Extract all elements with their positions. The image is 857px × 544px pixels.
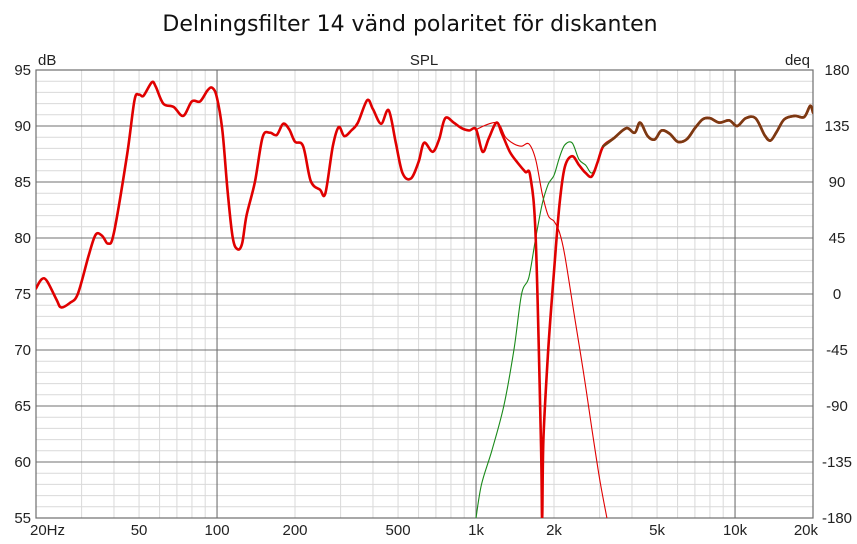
x-tick: 5k xyxy=(649,522,665,539)
y-tick-right: -45 xyxy=(826,342,848,359)
y-unit-left: dB xyxy=(38,52,56,69)
x-tick: 200 xyxy=(282,522,307,539)
y-tick-right: 135 xyxy=(824,118,849,135)
y-tick-right: 90 xyxy=(829,174,846,191)
y-tick-left: 55 xyxy=(14,510,31,527)
y-tick-right: 180 xyxy=(824,62,849,79)
x-tick: 10k xyxy=(723,522,748,539)
plot-border xyxy=(35,69,814,519)
y-tick-right: 45 xyxy=(829,230,846,247)
y-unit-right: deq xyxy=(785,52,810,69)
chart-title: Delningsfilter 14 vänd polaritet för dis… xyxy=(162,12,658,37)
y-tick-left: 75 xyxy=(14,286,31,303)
y-tick-left: 85 xyxy=(14,174,31,191)
x-tick: 50 xyxy=(131,522,148,539)
center-label: SPL xyxy=(410,52,438,69)
series-woofer-spl xyxy=(475,121,608,518)
x-tick: 20Hz xyxy=(30,522,65,539)
series-overlap-brown xyxy=(602,104,813,148)
y-tick-right: -90 xyxy=(826,398,848,415)
axis-labels: 95 90 85 80 75 70 65 60 55 180 135 90 45 0 -45 -90 -135 -… xyxy=(14,52,852,539)
y-tick-left: 70 xyxy=(14,342,31,359)
series-total-spl-summed- xyxy=(36,80,813,518)
y-tick-left: 90 xyxy=(14,118,31,135)
y-tick-left: 95 xyxy=(14,62,31,79)
series-tweeter-spl xyxy=(475,137,615,518)
y-tick-right: -135 xyxy=(822,454,852,471)
x-tick: 500 xyxy=(386,522,411,539)
grid-minor xyxy=(35,70,814,518)
y-tick-left: 60 xyxy=(14,454,31,471)
y-tick-right: 0 xyxy=(833,286,841,303)
y-tick-left: 80 xyxy=(14,230,31,247)
x-tick: 100 xyxy=(205,522,230,539)
x-tick: 1k xyxy=(468,522,484,539)
x-tick: 2k xyxy=(546,522,562,539)
y-tick-left: 65 xyxy=(14,398,31,415)
y-tick-right: -180 xyxy=(822,510,852,527)
curves xyxy=(36,80,813,518)
x-tick: 20k xyxy=(794,522,819,539)
